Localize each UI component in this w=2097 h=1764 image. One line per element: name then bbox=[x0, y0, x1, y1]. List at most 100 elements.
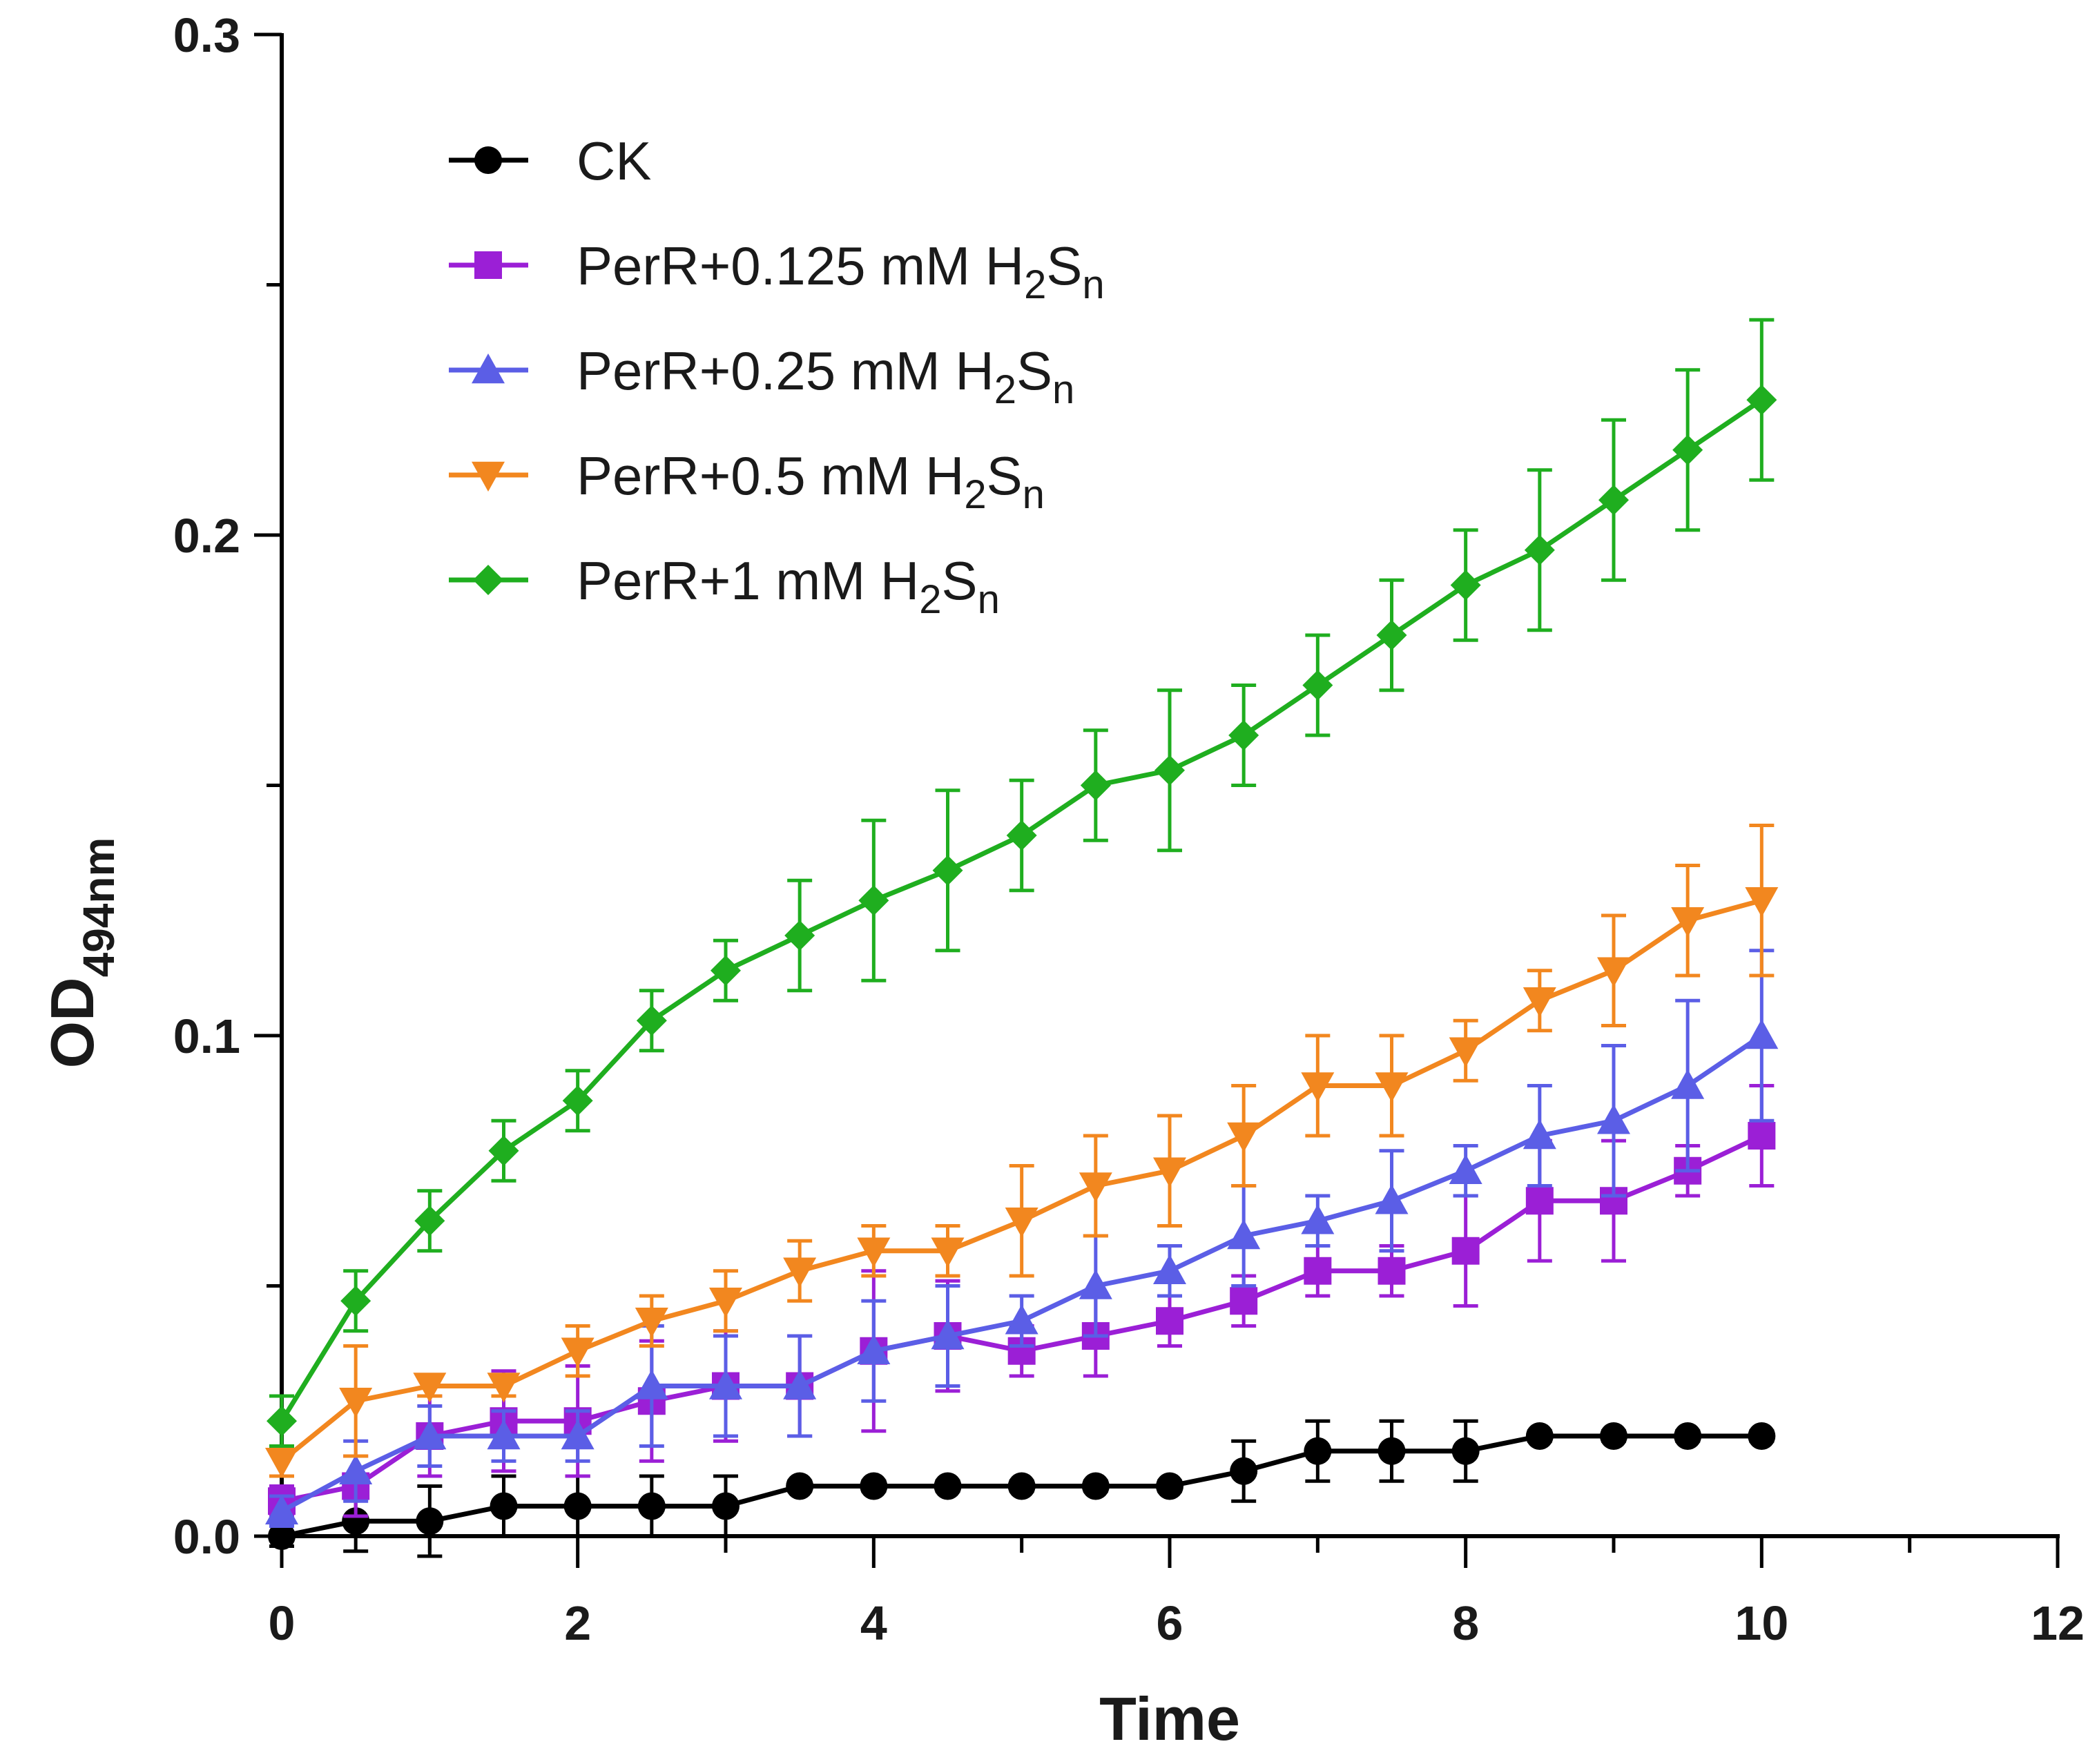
x-tick-label: 6 bbox=[1157, 1596, 1183, 1650]
series-2-point bbox=[413, 1419, 447, 1450]
series-4-point bbox=[1228, 720, 1259, 750]
x-axis-title: Time bbox=[1099, 1685, 1240, 1753]
y-tick-label: 0.2 bbox=[173, 509, 240, 563]
x-tick-label: 12 bbox=[2031, 1596, 2085, 1650]
legend-label: PerR+0.125 mM H2Sn bbox=[577, 235, 1105, 307]
series-3-point bbox=[1671, 907, 1705, 938]
series-0 bbox=[268, 1419, 1776, 1558]
legend-item-3: PerR+0.5 mM H2Sn bbox=[449, 445, 1045, 517]
series-0-point bbox=[1378, 1437, 1406, 1465]
legend-item-1: PerR+0.125 mM H2Sn bbox=[449, 235, 1105, 307]
series-3-point bbox=[1597, 957, 1630, 987]
series-2-point bbox=[1005, 1304, 1038, 1335]
legend-label: CK bbox=[577, 130, 651, 191]
series-2-point bbox=[1449, 1154, 1482, 1184]
series-4-point bbox=[1006, 820, 1037, 851]
series-3-point bbox=[561, 1337, 595, 1368]
series-4-point bbox=[267, 1406, 297, 1437]
y-tick-label: 0.3 bbox=[173, 8, 240, 62]
series-2 bbox=[265, 949, 1779, 1528]
legend-label: PerR+1 mM H2Sn bbox=[577, 550, 1000, 622]
legend-label-tail: S bbox=[987, 445, 1023, 506]
series-3-point bbox=[1153, 1157, 1186, 1188]
series-0-point bbox=[637, 1492, 666, 1520]
x-tick-label: 0 bbox=[269, 1596, 296, 1650]
legend-label-subscript: 2 bbox=[994, 367, 1016, 412]
series-3-point bbox=[1079, 1172, 1112, 1203]
series-2-point bbox=[1523, 1119, 1556, 1150]
series-3-point bbox=[709, 1288, 742, 1318]
legend-swatch-marker bbox=[474, 146, 502, 174]
legend-label-tail-subscript: n bbox=[1023, 472, 1045, 517]
series-0-point bbox=[1304, 1437, 1332, 1465]
legend-label-main: PerR+0.125 mM H bbox=[577, 235, 1024, 296]
series-3-point bbox=[487, 1373, 521, 1403]
legend-label-tail: S bbox=[1016, 340, 1052, 401]
series-4-point bbox=[784, 920, 815, 951]
series-3-point bbox=[1005, 1208, 1038, 1238]
series-1-point bbox=[1451, 1237, 1480, 1265]
series-2-point bbox=[265, 1494, 298, 1524]
x-tick-label: 2 bbox=[564, 1596, 591, 1650]
series-0-point bbox=[1156, 1472, 1183, 1500]
series-0-point bbox=[1451, 1437, 1480, 1465]
series-0-point bbox=[268, 1522, 296, 1550]
series-3-point bbox=[1301, 1072, 1335, 1103]
series-0-point bbox=[934, 1472, 962, 1500]
legend-label-tail-subscript: n bbox=[1082, 262, 1104, 307]
series-1-point bbox=[1230, 1287, 1258, 1315]
series-0-point bbox=[1748, 1422, 1776, 1450]
x-tick-label: 8 bbox=[1452, 1596, 1479, 1650]
legend-swatch-marker bbox=[472, 353, 505, 384]
legend-label: PerR+0.5 mM H2Sn bbox=[577, 445, 1045, 517]
series-0-point bbox=[342, 1507, 370, 1535]
legend-label-main: CK bbox=[577, 130, 651, 191]
legend-label-subscript: 2 bbox=[919, 577, 941, 622]
series-4 bbox=[267, 318, 1777, 1448]
series-3-point bbox=[265, 1448, 298, 1478]
legend-item-4: PerR+1 mM H2Sn bbox=[449, 550, 1000, 622]
series-0-point bbox=[416, 1507, 444, 1535]
series-3-point bbox=[857, 1237, 891, 1268]
series-1-point bbox=[1304, 1257, 1332, 1285]
legend-label-tail-subscript: n bbox=[1052, 367, 1074, 412]
series-4-point bbox=[636, 1005, 667, 1036]
series-4-point bbox=[1080, 770, 1111, 801]
series-3-point bbox=[339, 1388, 373, 1418]
series-2-point bbox=[561, 1419, 595, 1450]
y-axis-title-subscript: 494nm bbox=[74, 837, 124, 978]
series-2-point bbox=[931, 1319, 965, 1350]
series-3-point bbox=[1227, 1122, 1261, 1152]
legend-label-tail: S bbox=[942, 550, 978, 611]
series-4-point bbox=[1524, 534, 1555, 565]
legend-item-2: PerR+0.25 mM H2Sn bbox=[449, 340, 1074, 412]
series-0-point bbox=[1081, 1472, 1110, 1500]
series-1-point bbox=[1748, 1122, 1776, 1150]
series-2-point bbox=[1671, 1069, 1705, 1099]
legend-label-main: PerR+0.25 mM H bbox=[577, 340, 994, 401]
x-tick-label: 4 bbox=[860, 1596, 887, 1650]
series-0-point bbox=[712, 1492, 740, 1520]
legend-label-main: PerR+1 mM H bbox=[577, 550, 919, 611]
series-2-point bbox=[635, 1369, 668, 1399]
series-0-point bbox=[1674, 1422, 1702, 1450]
series-4-point bbox=[1154, 755, 1185, 786]
legend-swatch-marker bbox=[473, 565, 503, 595]
series-0-point bbox=[1600, 1422, 1627, 1450]
series-4-point bbox=[711, 955, 741, 986]
series-2-point bbox=[709, 1369, 742, 1399]
series-0-point bbox=[490, 1492, 518, 1520]
series-4-point bbox=[858, 885, 889, 916]
series-0-point bbox=[563, 1492, 592, 1520]
series-4-point bbox=[1672, 434, 1703, 465]
series-0-point bbox=[1230, 1457, 1258, 1485]
legend-label: PerR+0.25 mM H2Sn bbox=[577, 340, 1074, 412]
series-4-point bbox=[488, 1135, 519, 1166]
series-2-point bbox=[1153, 1254, 1186, 1284]
series-4-point bbox=[414, 1205, 445, 1237]
x-tick-label: 10 bbox=[1734, 1596, 1788, 1650]
series-2-point bbox=[1227, 1219, 1261, 1250]
series-3 bbox=[265, 824, 1779, 1478]
